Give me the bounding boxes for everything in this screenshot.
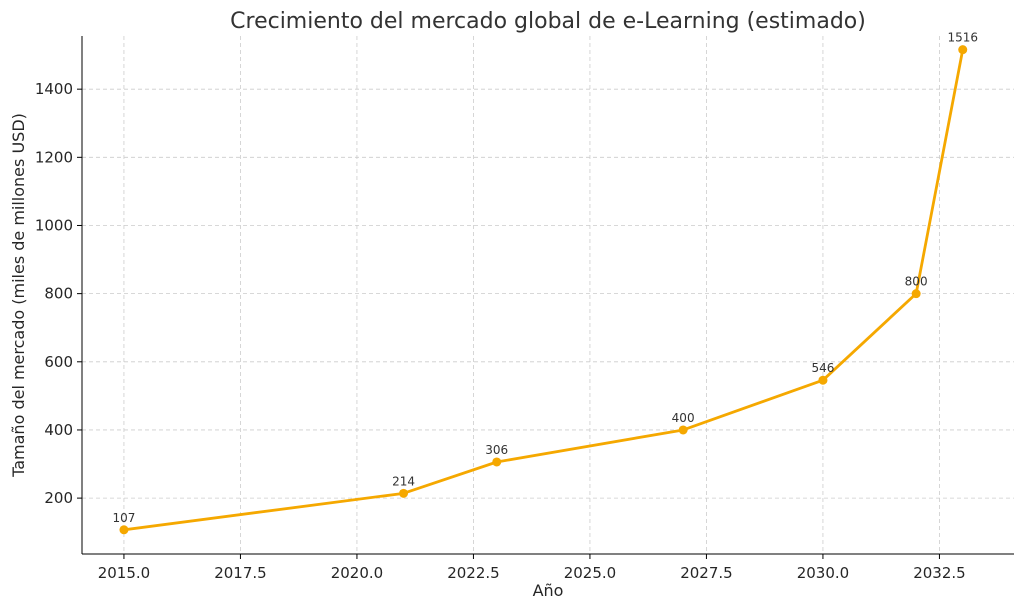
y-tick-label: 600 (44, 353, 73, 371)
data-label: 400 (672, 411, 695, 425)
axes (81, 36, 1014, 555)
data-label: 1516 (947, 31, 978, 45)
data-point (911, 289, 921, 299)
data-label: 546 (811, 361, 834, 375)
data-point (678, 425, 688, 435)
y-axis-label: Tamaño del mercado (miles de millones US… (9, 113, 28, 478)
grid-layer (82, 36, 1014, 554)
x-tick-label: 2030.0 (797, 564, 850, 582)
data-label: 107 (112, 511, 135, 525)
data-labels: 107 214 306 400 546 800 1516 (112, 31, 978, 525)
data-point (399, 488, 409, 498)
data-label: 306 (485, 443, 508, 457)
chart-title: Crecimiento del mercado global de e-Lear… (230, 9, 866, 34)
tick-labels: 2015.0 2017.5 2020.0 2022.5 2025.0 2027.5 2030… (35, 80, 966, 582)
y-tick-label: 800 (44, 285, 73, 303)
y-tick-label: 200 (44, 489, 73, 507)
y-tick-label: 1200 (35, 148, 73, 166)
x-tick-label: 2027.5 (680, 564, 733, 582)
y-tick-label: 1000 (35, 216, 73, 234)
x-tick-label: 2015.0 (98, 564, 151, 582)
data-point (818, 375, 828, 385)
data-point (492, 457, 502, 467)
x-tick-label: 2017.5 (214, 564, 267, 582)
y-tick-label: 400 (44, 421, 73, 439)
data-label: 800 (905, 275, 928, 289)
x-axis-label: Año (533, 581, 564, 600)
data-point (958, 45, 968, 55)
x-tick-label: 2022.5 (447, 564, 500, 582)
x-tick-label: 2032.5 (913, 564, 966, 582)
series-line (123, 49, 965, 532)
data-label: 214 (392, 474, 415, 488)
x-tick-label: 2025.0 (564, 564, 617, 582)
data-point (119, 525, 129, 535)
x-tick-label: 2020.0 (331, 564, 384, 582)
y-tick-label: 1400 (35, 80, 73, 98)
series-layer (119, 45, 968, 535)
